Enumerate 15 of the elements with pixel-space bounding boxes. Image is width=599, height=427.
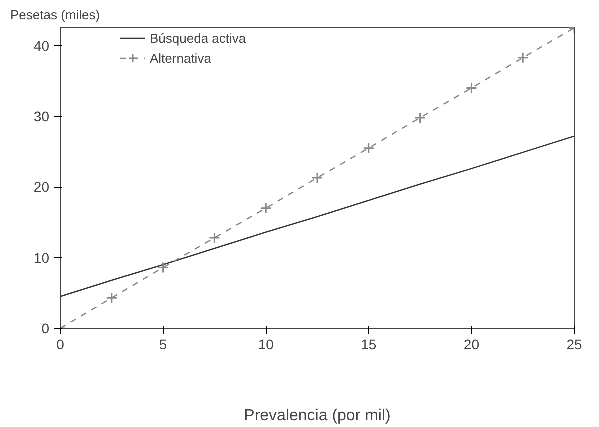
x-tick-label: 0 <box>56 336 65 352</box>
x-tick-label: 15 <box>361 336 377 352</box>
x-tick-label: 20 <box>464 336 480 352</box>
x-tick-label: 25 <box>566 336 582 352</box>
legend-label: Búsqueda activa <box>150 30 246 46</box>
x-tick-label: 5 <box>159 336 168 352</box>
y-tick-label: 30 <box>34 108 50 125</box>
y-tick-label: 10 <box>34 250 50 266</box>
x-axis-title: Prevalencia (por mil) <box>244 408 391 424</box>
y-tick-label: 40 <box>34 38 50 54</box>
legend-label: Alternativa <box>150 50 212 66</box>
x-tick-label: 10 <box>258 336 274 352</box>
y-tick-label: 20 <box>34 179 50 196</box>
y-axis-title: Pesetas (miles) <box>10 8 100 22</box>
y-tick-label: 0 <box>42 320 50 336</box>
